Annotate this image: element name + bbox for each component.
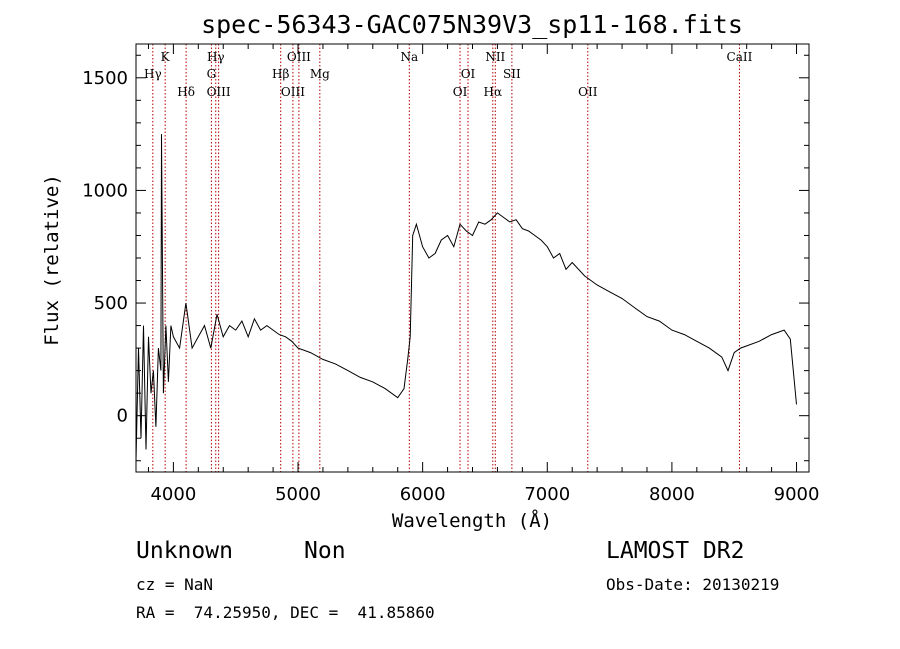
reference-label: Hβ: [272, 67, 289, 81]
y-axis-label: Flux (relative): [41, 174, 63, 346]
x-tick-label: 8000: [649, 484, 695, 505]
reference-label: OIII: [207, 85, 231, 99]
coordinates: RA = 74.25950, DEC = 41.85860: [136, 603, 435, 622]
object-class: Unknown: [136, 538, 233, 564]
reference-lines: [152, 44, 740, 472]
x-axis-ticks: 4000 5000 6000 7000 8000 9000: [147, 44, 820, 505]
reference-label: G: [207, 67, 217, 81]
chart-title: spec-56343-GAC075N39V3_sp11-168.fits: [201, 10, 743, 39]
reference-label: OIII: [281, 85, 305, 99]
reference-label: OIII: [287, 50, 311, 64]
reference-label: Hδ: [177, 85, 195, 99]
x-axis-label: Wavelength (Å): [392, 509, 552, 532]
x-tick-label: 4000: [150, 484, 196, 505]
y-tick-label: 1500: [82, 68, 128, 89]
y-tick-label: 500: [94, 293, 128, 314]
spectrum-chart: spec-56343-GAC075N39V3_sp11-168.fits Hγ K…: [41, 10, 820, 532]
reference-label: OII: [578, 85, 598, 99]
reference-label: Mg: [310, 67, 330, 81]
y-axis-ticks: 0 500 1000 1500: [82, 54, 809, 462]
reference-label: CaII: [727, 50, 753, 64]
x-tick-label: 7000: [524, 484, 570, 505]
reference-label: NII: [485, 50, 505, 64]
reference-label: Hγ: [207, 50, 225, 64]
y-tick-label: 1000: [82, 180, 128, 201]
reference-label: Hγ: [144, 67, 162, 81]
reference-label: K: [161, 50, 171, 64]
y-tick-label: 0: [117, 406, 128, 427]
reference-label: OI: [461, 67, 476, 81]
reference-label: OI: [453, 85, 468, 99]
object-subclass: Non: [304, 538, 346, 564]
spectrum-line: [135, 134, 797, 461]
plot-frame: [135, 43, 810, 473]
x-tick-label: 5000: [275, 484, 321, 505]
reference-label: Na: [400, 50, 418, 64]
reference-label: Hα: [484, 85, 503, 99]
x-tick-label: 6000: [400, 484, 446, 505]
redshift-value: cz = NaN: [136, 575, 214, 594]
x-tick-label: 9000: [774, 484, 820, 505]
obs-date: Obs-Date: 20130219: [606, 575, 780, 594]
reference-label: SII: [503, 67, 521, 81]
survey-name: LAMOST DR2: [606, 538, 745, 564]
